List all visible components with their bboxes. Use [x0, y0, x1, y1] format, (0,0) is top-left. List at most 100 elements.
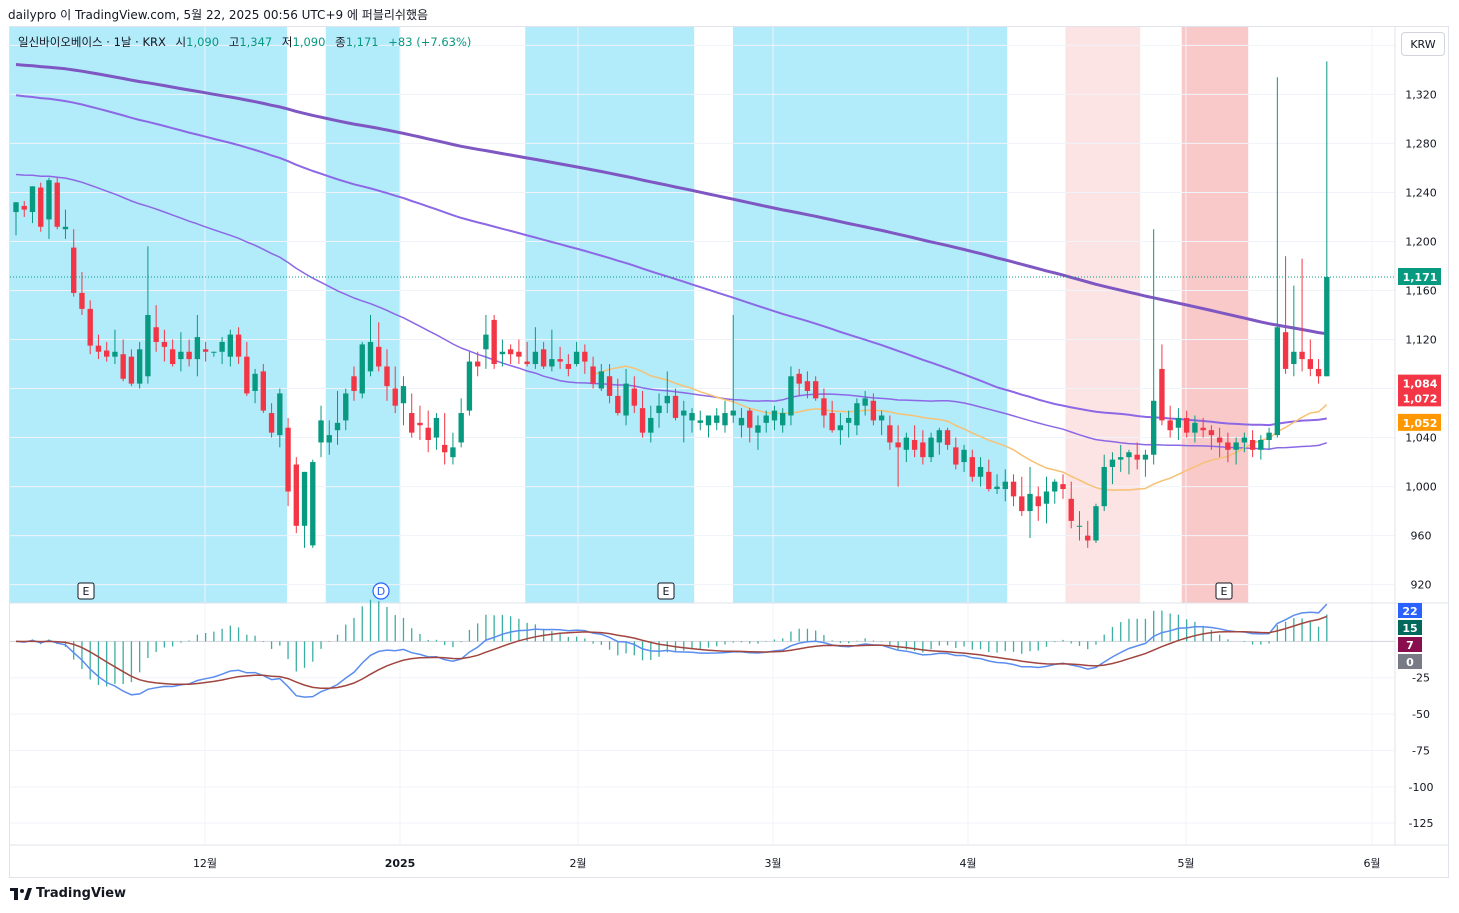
- candle-body: [887, 425, 893, 443]
- candle-body: [681, 410, 687, 416]
- candle-body: [1043, 491, 1050, 504]
- candle-body: [1126, 452, 1132, 458]
- candle-body: [1192, 422, 1198, 433]
- low-value: 1,090: [292, 35, 326, 49]
- candle-body: [796, 373, 802, 384]
- candle-body: [46, 180, 52, 220]
- candle-body: [277, 393, 283, 436]
- candle-body: [911, 440, 918, 450]
- candle-body: [689, 413, 695, 421]
- candle-body: [953, 447, 959, 465]
- candle-body: [384, 366, 390, 387]
- candle-body: [491, 319, 497, 365]
- candle-body: [1118, 457, 1124, 460]
- price-tick-label: 960: [1411, 530, 1432, 543]
- event-marker-label: D: [377, 585, 385, 598]
- candle-body: [928, 437, 934, 458]
- candle-body: [705, 415, 712, 426]
- candle-body: [714, 415, 720, 423]
- candle-body: [821, 398, 827, 416]
- ma-value-tag-bg: [1398, 374, 1441, 392]
- price-tick-label: 1,280: [1405, 137, 1437, 150]
- session-band: [732, 27, 1008, 603]
- candle-body: [845, 417, 852, 423]
- candle-body: [532, 351, 539, 365]
- macd-value-tag: 22: [1402, 605, 1417, 618]
- ma-value-tag: 1,072: [1403, 392, 1438, 405]
- candle-body: [738, 417, 745, 426]
- candle-body: [104, 350, 110, 357]
- candle-body: [458, 413, 464, 443]
- candle-body: [1134, 454, 1140, 460]
- candle-body: [1010, 481, 1017, 497]
- candle-body: [178, 351, 184, 360]
- price-tick-label: 1,240: [1405, 186, 1437, 199]
- candle-body: [878, 415, 885, 421]
- candle-body: [606, 376, 613, 396]
- candle-body: [409, 413, 415, 433]
- candle-body: [367, 341, 374, 372]
- candle-body: [95, 345, 102, 352]
- currency-button[interactable]: KRW: [1401, 32, 1445, 56]
- candle-body: [1274, 327, 1281, 436]
- ma-long-line: [15, 63, 1327, 336]
- last-price-tag-bg: [1398, 268, 1441, 286]
- candle-body: [977, 466, 984, 477]
- session-band: [525, 27, 695, 603]
- candle-body: [557, 359, 563, 362]
- candle-body: [71, 247, 77, 293]
- candle-body: [227, 334, 234, 357]
- macd-value-tag: 15: [1402, 622, 1417, 635]
- candle-body: [1299, 351, 1305, 360]
- close-label: 종: [335, 35, 346, 49]
- candle-body: [961, 449, 967, 463]
- candle-body: [516, 351, 522, 357]
- candle-body: [1035, 496, 1041, 507]
- candle-body: [442, 444, 448, 453]
- candle-body: [202, 349, 209, 352]
- candle-body: [986, 471, 992, 490]
- candle-body: [549, 359, 555, 367]
- candle-body: [1291, 351, 1297, 365]
- candle-body: [1258, 440, 1264, 450]
- macd-tick-label: -75: [1412, 744, 1430, 757]
- candle-body: [244, 356, 250, 394]
- macd-tag-bg: [1398, 637, 1422, 652]
- event-marker-label: E: [663, 585, 670, 598]
- candle-body: [590, 366, 596, 384]
- candle-body: [359, 344, 365, 394]
- candle-body: [334, 422, 341, 431]
- event-marker-label: E: [1221, 585, 1228, 598]
- candle-body: [780, 413, 786, 426]
- candle-body: [788, 376, 794, 416]
- session-band: [1181, 27, 1249, 603]
- candle-body: [804, 381, 811, 391]
- candle-body: [161, 341, 168, 347]
- candle-body: [812, 381, 819, 399]
- ma-60-line: [15, 173, 1328, 450]
- open-label: 시: [175, 35, 187, 49]
- open-value: 1,090: [186, 35, 220, 49]
- candle-body: [722, 413, 728, 426]
- footer-brand: TradingView: [10, 886, 126, 901]
- candle-body: [1060, 484, 1066, 490]
- candle-body: [1249, 440, 1256, 450]
- session-band: [1065, 27, 1141, 603]
- candle-body: [1142, 454, 1149, 460]
- candle-body: [417, 422, 423, 426]
- candle-body: [1167, 420, 1173, 431]
- candle-body: [13, 202, 19, 213]
- candle-body: [29, 186, 36, 213]
- candle-body: [582, 351, 588, 362]
- candle-body: [466, 361, 473, 411]
- candle-body: [598, 371, 605, 389]
- symbol-name[interactable]: 일신바이오베이스 · 1날 · KRX: [18, 35, 166, 49]
- candle-body: [112, 351, 118, 357]
- candle-body: [343, 393, 349, 421]
- candle-body: [186, 351, 192, 360]
- macd-tag-bg: [1398, 620, 1422, 635]
- candle-body: [895, 442, 901, 448]
- candle-body: [540, 349, 547, 367]
- candle-body: [351, 376, 357, 391]
